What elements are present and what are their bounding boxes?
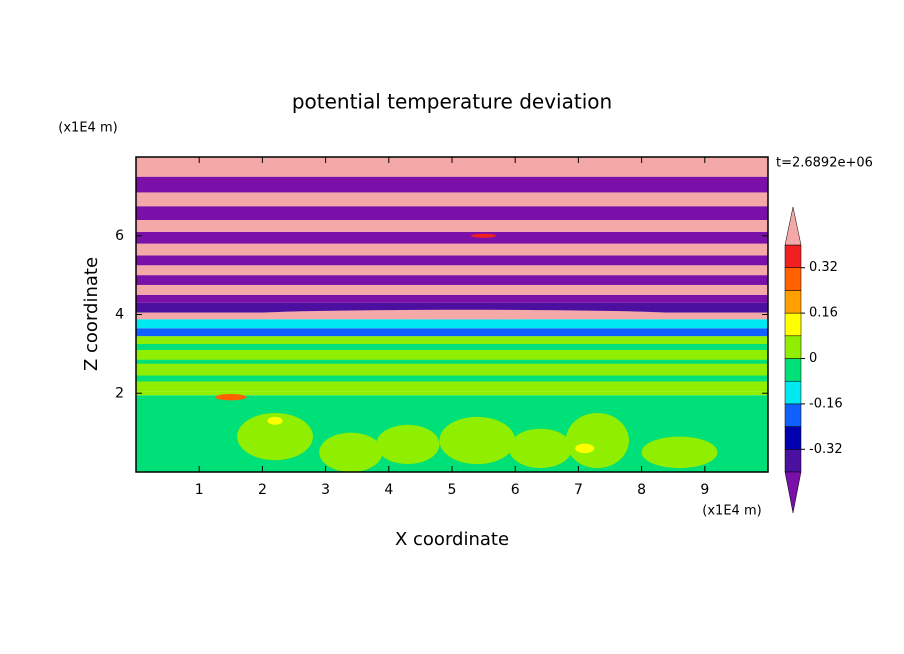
contour-band <box>136 344 768 350</box>
contour-patch <box>508 428 573 469</box>
colorbar-under <box>784 471 802 514</box>
contour-band <box>136 157 768 177</box>
contour-band <box>136 284 768 295</box>
y-tick-label: 6 <box>115 228 124 244</box>
contour-band <box>136 391 768 396</box>
contour-band <box>136 231 768 244</box>
x-unit: (x1E4 m) <box>702 504 761 519</box>
time-annotation: t=2.6892e+06 <box>776 156 873 171</box>
colorbar-box <box>784 335 802 359</box>
colorbar-tick-label: 0.16 <box>809 306 838 321</box>
y-unit: (x1E4 m) <box>58 121 117 136</box>
colorbar-box <box>784 403 802 427</box>
colorbar-tick-label: -0.32 <box>809 442 843 457</box>
contour-patch <box>237 412 313 461</box>
contour-patch <box>641 436 718 469</box>
contour-band <box>136 319 768 329</box>
x-tick-label: 8 <box>637 482 646 498</box>
contour-band <box>136 328 768 337</box>
colorbar-tick-label: -0.16 <box>809 396 843 411</box>
colorbar-box <box>784 358 802 382</box>
axes: 1 2 3 4 5 6 7 8 9 2 4 6 <box>115 156 769 498</box>
colorbar-tick-label: 0.32 <box>809 260 838 275</box>
y-tick-label: 2 <box>115 385 124 401</box>
contour-band <box>136 243 768 256</box>
contour-patch <box>575 443 595 454</box>
x-tick-label: 5 <box>448 482 457 498</box>
x-axis-label: X coordinate <box>395 529 509 550</box>
contour-band <box>136 192 768 207</box>
contour-patch <box>376 424 440 465</box>
contour-band <box>136 255 768 266</box>
contour-patch <box>215 394 247 401</box>
x-tick-label: 7 <box>574 482 583 498</box>
contour-band <box>136 302 768 313</box>
colorbar-box <box>784 449 802 473</box>
y-axis-label: Z coordinate <box>81 257 102 371</box>
colorbar-box <box>784 426 802 450</box>
contour-band <box>136 359 768 364</box>
plot-area <box>136 157 768 472</box>
contour-band <box>136 275 768 285</box>
colorbar-box <box>784 312 802 337</box>
chart-title: potential temperature deviation <box>292 90 612 114</box>
colorbar: 0.32 0.16 0 -0.16 -0.32 <box>784 206 843 514</box>
contour-patch <box>565 412 629 469</box>
contour-band <box>136 220 768 232</box>
x-tick-label: 3 <box>321 482 330 498</box>
x-tick-label: 2 <box>258 482 267 498</box>
contour-band <box>136 294 768 303</box>
contour-patch <box>243 309 686 320</box>
contour-band <box>136 206 768 220</box>
colorbar-box <box>784 244 802 268</box>
x-tick-label: 6 <box>511 482 520 498</box>
contour-patch <box>319 432 383 472</box>
contour-patch <box>267 416 283 425</box>
contour-patch <box>470 233 497 238</box>
colorbar-tick-label: 0 <box>809 351 817 366</box>
colorbar-box <box>784 380 802 405</box>
x-tick-label: 9 <box>700 482 709 498</box>
contour-band <box>136 176 768 193</box>
x-tick-label: 1 <box>195 482 204 498</box>
colorbar-over <box>784 206 802 246</box>
contour-patch <box>439 416 516 465</box>
x-tick-label: 4 <box>384 482 393 498</box>
contour-band <box>136 375 768 382</box>
colorbar-box <box>784 290 802 314</box>
contour-band <box>136 265 768 276</box>
y-tick-label: 4 <box>115 307 124 323</box>
colorbar-box <box>784 267 802 291</box>
